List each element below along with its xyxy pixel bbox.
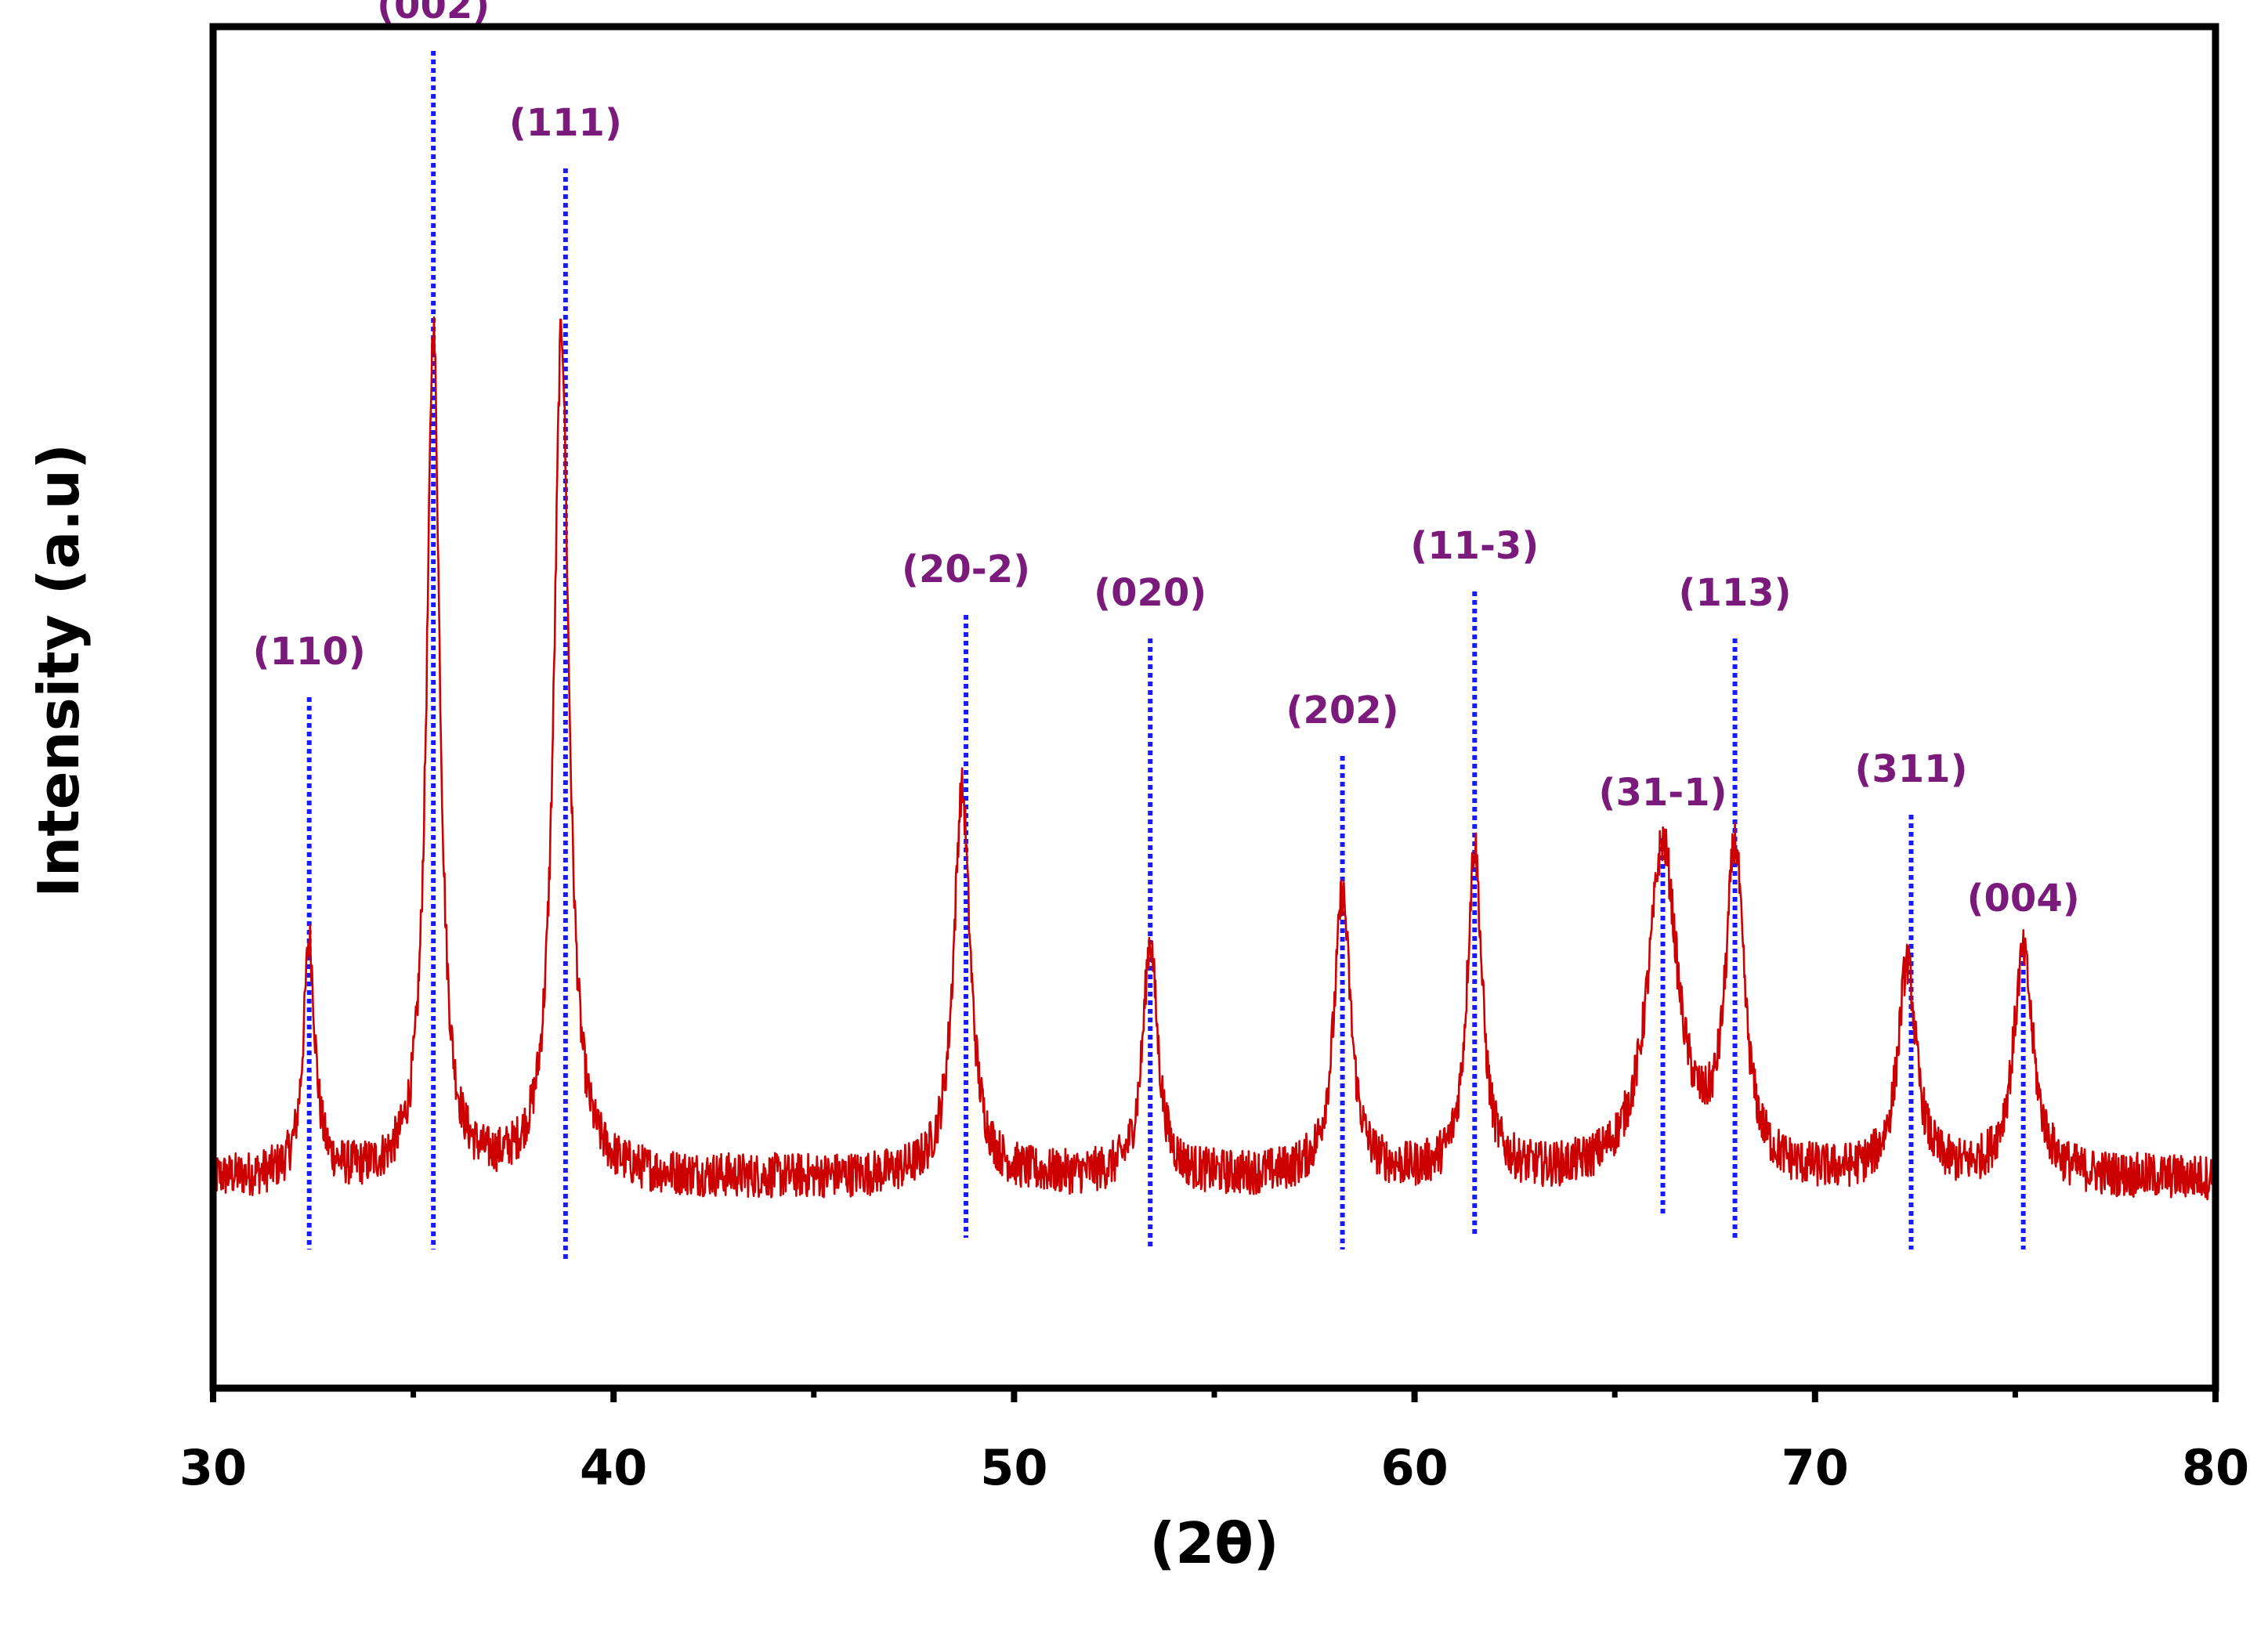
reflection-label: (11-3) <box>1410 524 1539 568</box>
x-tick-label: 60 <box>1380 1439 1448 1496</box>
reflection-label: (110) <box>253 630 366 674</box>
x-axis-tick-labels: 30 40 50 60 70 80 <box>179 1439 2249 1496</box>
reflection-label: (004) <box>1967 877 2080 920</box>
x-tick-label: 80 <box>2182 1439 2249 1496</box>
reflection-label: (113) <box>1679 571 1792 615</box>
reflection-label: (20-2) <box>902 548 1030 591</box>
reflection-label: (31-1) <box>1599 771 1727 815</box>
xrd-trace-line <box>212 316 2217 1201</box>
reflection-labels: (110) (002) (111) (20-2) (020) (202) (11-3) (31… <box>253 0 2080 920</box>
x-tick-label: 30 <box>179 1439 247 1496</box>
reflection-label: (311) <box>1854 747 1967 791</box>
y-axis-title: Intensity (a.u) <box>26 443 92 898</box>
x-tick-label: 40 <box>580 1439 647 1496</box>
reflection-label: (202) <box>1286 689 1399 732</box>
x-axis-ticks <box>210 1388 2219 1402</box>
reflection-label: (002) <box>377 0 490 27</box>
reflection-label: (020) <box>1094 571 1206 615</box>
x-tick-label: 70 <box>1781 1439 1849 1496</box>
reflection-label: (111) <box>509 101 622 145</box>
x-tick-label: 50 <box>980 1439 1047 1496</box>
x-axis-title: (2θ) <box>1149 1510 1279 1576</box>
